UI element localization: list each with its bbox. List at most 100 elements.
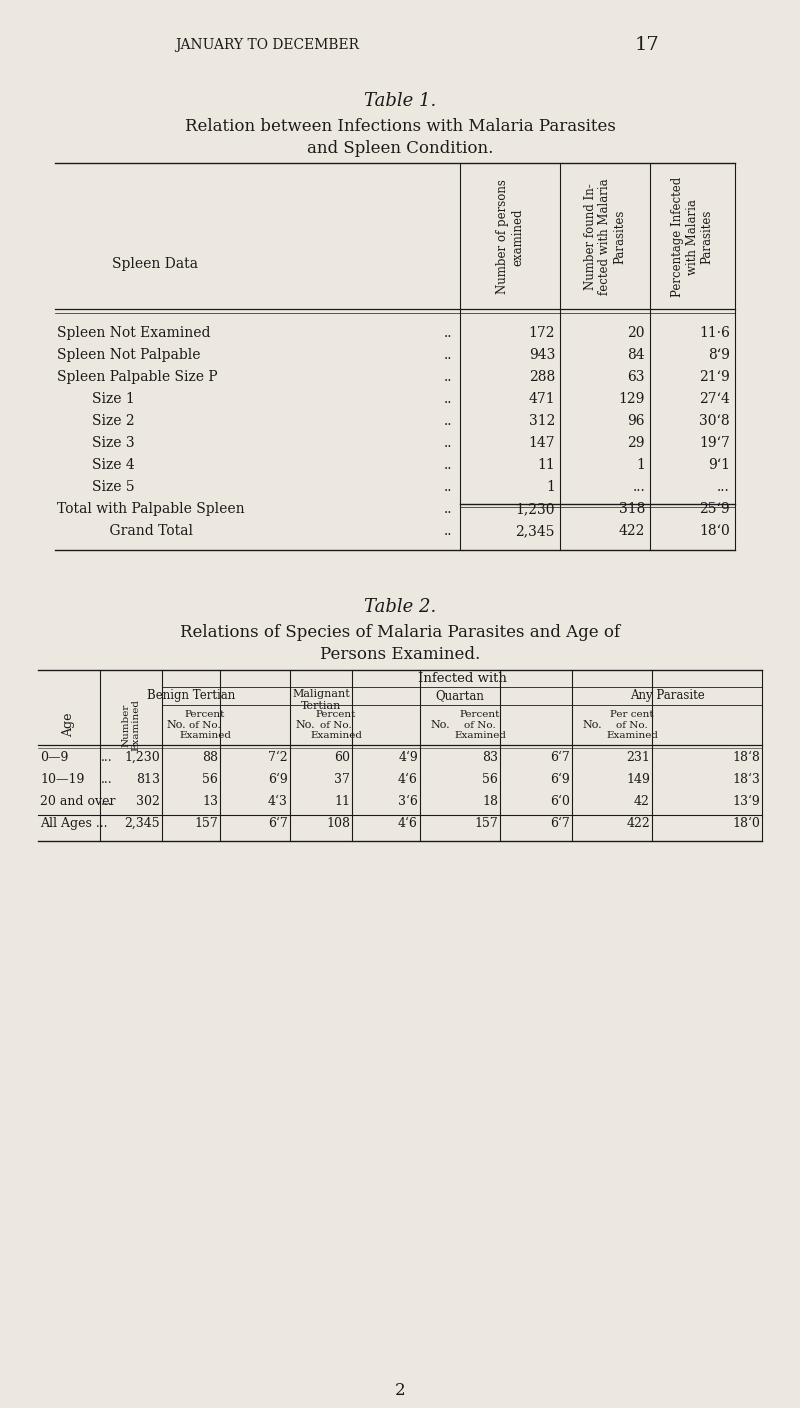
Text: 3‘6: 3‘6 bbox=[398, 796, 418, 808]
Text: ...: ... bbox=[718, 480, 730, 494]
Text: 63: 63 bbox=[627, 370, 645, 384]
Text: 20: 20 bbox=[627, 327, 645, 339]
Text: ..: .. bbox=[443, 348, 452, 362]
Text: 6‘7: 6‘7 bbox=[550, 817, 570, 829]
Text: Any Parasite: Any Parasite bbox=[630, 689, 704, 703]
Text: 18‘0: 18‘0 bbox=[732, 817, 760, 829]
Text: 157: 157 bbox=[474, 817, 498, 829]
Text: Total with Palpable Spleen: Total with Palpable Spleen bbox=[57, 503, 245, 515]
Text: No.: No. bbox=[582, 719, 602, 729]
Text: 30‘8: 30‘8 bbox=[699, 414, 730, 428]
Text: 302: 302 bbox=[136, 796, 160, 808]
Text: 29: 29 bbox=[627, 436, 645, 451]
Text: ..: .. bbox=[443, 391, 452, 406]
Text: 318: 318 bbox=[618, 503, 645, 515]
Text: 21‘9: 21‘9 bbox=[699, 370, 730, 384]
Text: Size 3: Size 3 bbox=[57, 436, 134, 451]
Text: 18‘3: 18‘3 bbox=[732, 773, 760, 786]
Text: Age: Age bbox=[62, 712, 75, 738]
Text: 1,230: 1,230 bbox=[124, 750, 160, 765]
Text: ..: .. bbox=[443, 370, 452, 384]
Text: 2,345: 2,345 bbox=[515, 524, 555, 538]
Text: 18‘8: 18‘8 bbox=[732, 750, 760, 765]
Text: No.: No. bbox=[166, 719, 186, 729]
Text: Benign Tertian: Benign Tertian bbox=[147, 689, 235, 703]
Text: 4‘9: 4‘9 bbox=[398, 750, 418, 765]
Text: 4‘3: 4‘3 bbox=[268, 796, 288, 808]
Text: 84: 84 bbox=[627, 348, 645, 362]
Text: 11: 11 bbox=[538, 458, 555, 472]
Text: ...: ... bbox=[101, 750, 113, 765]
Text: 943: 943 bbox=[529, 348, 555, 362]
Text: Size 4: Size 4 bbox=[57, 458, 134, 472]
Text: 25‘9: 25‘9 bbox=[699, 503, 730, 515]
Text: Table 1.: Table 1. bbox=[364, 92, 436, 110]
Text: 6‘9: 6‘9 bbox=[550, 773, 570, 786]
Text: Size 5: Size 5 bbox=[57, 480, 134, 494]
Text: 13: 13 bbox=[202, 796, 218, 808]
Text: 4‘6: 4‘6 bbox=[398, 817, 418, 829]
Text: 149: 149 bbox=[626, 773, 650, 786]
Text: Relation between Infections with Malaria Parasites: Relation between Infections with Malaria… bbox=[185, 118, 615, 135]
Text: 56: 56 bbox=[482, 773, 498, 786]
Text: Number
Examined: Number Examined bbox=[122, 698, 141, 750]
Text: ...: ... bbox=[101, 773, 113, 786]
Text: 96: 96 bbox=[627, 414, 645, 428]
Text: 18‘0: 18‘0 bbox=[699, 524, 730, 538]
Text: 17: 17 bbox=[635, 37, 660, 54]
Text: No.: No. bbox=[430, 719, 450, 729]
Text: ...: ... bbox=[101, 796, 113, 808]
Text: 813: 813 bbox=[136, 773, 160, 786]
Text: Persons Examined.: Persons Examined. bbox=[320, 646, 480, 663]
Text: Quartan: Quartan bbox=[435, 689, 485, 703]
Text: 11: 11 bbox=[334, 796, 350, 808]
Text: 11·6: 11·6 bbox=[699, 327, 730, 339]
Text: and Spleen Condition.: and Spleen Condition. bbox=[307, 139, 493, 158]
Text: 157: 157 bbox=[194, 817, 218, 829]
Text: All Ages ...: All Ages ... bbox=[40, 817, 107, 829]
Text: Size 2: Size 2 bbox=[57, 414, 134, 428]
Text: 172: 172 bbox=[529, 327, 555, 339]
Text: 37: 37 bbox=[334, 773, 350, 786]
Text: 2,345: 2,345 bbox=[124, 817, 160, 829]
Text: No.: No. bbox=[295, 719, 315, 729]
Text: Spleen Not Examined: Spleen Not Examined bbox=[57, 327, 210, 339]
Text: 6‘9: 6‘9 bbox=[268, 773, 288, 786]
Text: JANUARY TO DECEMBER: JANUARY TO DECEMBER bbox=[175, 38, 359, 52]
Text: 9‘1: 9‘1 bbox=[708, 458, 730, 472]
Text: 4‘6: 4‘6 bbox=[398, 773, 418, 786]
Text: 288: 288 bbox=[529, 370, 555, 384]
Text: 312: 312 bbox=[529, 414, 555, 428]
Text: 8‘9: 8‘9 bbox=[708, 348, 730, 362]
Text: 88: 88 bbox=[202, 750, 218, 765]
Text: 6‘0: 6‘0 bbox=[550, 796, 570, 808]
Text: 6‘7: 6‘7 bbox=[268, 817, 288, 829]
Text: 13‘9: 13‘9 bbox=[732, 796, 760, 808]
Text: Number found In-
fected with Malaria
Parasites: Number found In- fected with Malaria Par… bbox=[583, 179, 626, 296]
Text: ..: .. bbox=[443, 414, 452, 428]
Text: Number of persons
examined: Number of persons examined bbox=[496, 180, 524, 294]
Text: 1,230: 1,230 bbox=[515, 503, 555, 515]
Text: 20 and over: 20 and over bbox=[40, 796, 115, 808]
Text: 10—19: 10—19 bbox=[40, 773, 84, 786]
Text: 27‘4: 27‘4 bbox=[699, 391, 730, 406]
Text: 0—9: 0—9 bbox=[40, 750, 68, 765]
Text: 7‘2: 7‘2 bbox=[268, 750, 288, 765]
Text: ...: ... bbox=[632, 480, 645, 494]
Text: Relations of Species of Malaria Parasites and Age of: Relations of Species of Malaria Parasite… bbox=[180, 624, 620, 641]
Text: Malignant
Tertian: Malignant Tertian bbox=[292, 689, 350, 711]
Text: 129: 129 bbox=[618, 391, 645, 406]
Text: 56: 56 bbox=[202, 773, 218, 786]
Text: 2: 2 bbox=[394, 1383, 406, 1400]
Text: Percent
of No.
Examined: Percent of No. Examined bbox=[454, 710, 506, 739]
Text: 6‘7: 6‘7 bbox=[550, 750, 570, 765]
Text: ..: .. bbox=[443, 436, 452, 451]
Text: Per cent
of No.
Examined: Per cent of No. Examined bbox=[606, 710, 658, 739]
Text: Spleen Palpable Size P: Spleen Palpable Size P bbox=[57, 370, 218, 384]
Text: Percent
of No.
Examined: Percent of No. Examined bbox=[179, 710, 231, 739]
Text: 1: 1 bbox=[636, 458, 645, 472]
Text: ..: .. bbox=[443, 524, 452, 538]
Text: ..: .. bbox=[443, 458, 452, 472]
Text: Spleen Not Palpable: Spleen Not Palpable bbox=[57, 348, 201, 362]
Text: 471: 471 bbox=[528, 391, 555, 406]
